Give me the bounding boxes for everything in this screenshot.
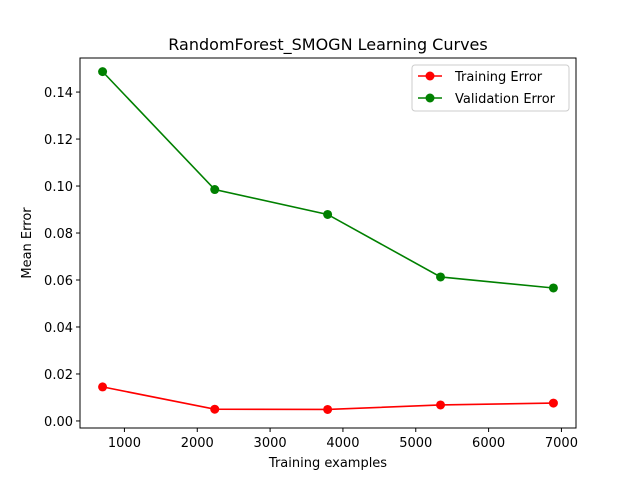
legend: Training Error Validation Error	[411, 64, 570, 112]
legend-training-error-marker	[425, 71, 435, 81]
validation-error-point	[210, 185, 220, 195]
x-tick-label: 4000	[326, 436, 359, 451]
y-tick-label: 0.10	[44, 180, 73, 195]
training-error-point	[210, 404, 220, 414]
series-layer	[98, 67, 558, 414]
x-tick-label: 7000	[545, 436, 578, 451]
validation-error-point	[98, 67, 108, 77]
training-error-point	[98, 382, 108, 392]
y-tick-label: 0.06	[44, 274, 73, 289]
legend-training-error-label: Training Error	[454, 70, 543, 85]
y-axis-ticks: 0.00 0.02 0.04 0.06 0.08 0.10 0.12 0.14	[44, 86, 80, 430]
y-tick-label: 0.04	[44, 321, 73, 336]
validation-error-point	[436, 272, 446, 282]
x-tick-label: 2000	[181, 436, 214, 451]
y-axis-label: Mean Error	[20, 207, 35, 279]
x-axis-label: Training examples	[268, 456, 387, 471]
validation-error-point	[323, 209, 333, 219]
x-tick-label: 3000	[254, 436, 287, 451]
x-tick-label: 5000	[399, 436, 432, 451]
chart-title: RandomForest_SMOGN Learning Curves	[168, 35, 487, 55]
validation-error-point	[548, 283, 558, 293]
y-tick-label: 0.02	[44, 368, 73, 383]
legend-validation-error-marker	[425, 93, 435, 103]
y-tick-label: 0.12	[44, 133, 73, 148]
y-tick-label: 0.08	[44, 227, 73, 242]
x-tick-label: 1000	[108, 436, 141, 451]
y-tick-label: 0.14	[44, 86, 73, 101]
training-error-point	[436, 400, 446, 410]
x-axis-ticks: 1000 2000 3000 4000 5000 6000 7000	[108, 428, 578, 451]
y-tick-label: 0.00	[44, 415, 73, 430]
legend-box	[411, 64, 570, 112]
legend-validation-error-label: Validation Error	[455, 92, 556, 107]
training-error-point	[548, 398, 558, 408]
axes-frame	[79, 57, 577, 429]
training-error-point	[323, 404, 333, 414]
x-tick-label: 6000	[472, 436, 505, 451]
